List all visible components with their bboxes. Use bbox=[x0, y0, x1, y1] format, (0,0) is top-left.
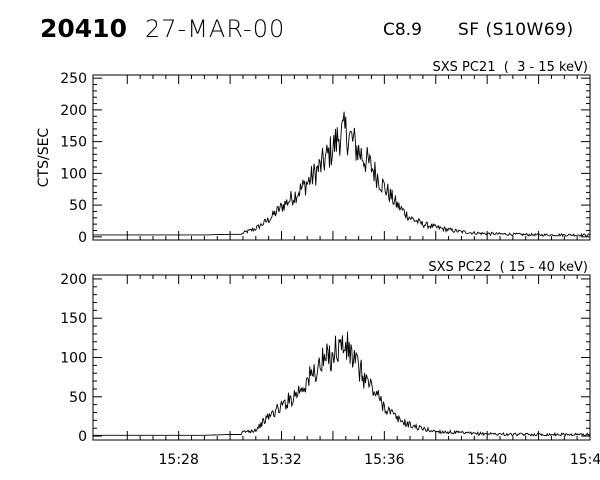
goes-class: C8.9 bbox=[383, 20, 422, 40]
panel-1-ytick-label: 200 bbox=[60, 103, 87, 119]
panel-1-ytick-label: 50 bbox=[69, 198, 87, 214]
panel-1-series-line bbox=[93, 111, 591, 238]
panel-2-frame bbox=[92, 274, 591, 441]
panel-1-frame bbox=[92, 74, 591, 241]
panel-2-series-line bbox=[93, 331, 591, 437]
panel-2-xtick-label: 15:40 bbox=[467, 452, 507, 468]
panel-1-ylabel: CTS/SEC bbox=[36, 128, 52, 188]
panel-2-ytick-label: 150 bbox=[60, 311, 87, 327]
panel-2-ytick-label: 200 bbox=[60, 272, 87, 288]
panel-2-title: SXS PC22 ( 15 - 40 keV) bbox=[428, 260, 588, 275]
event-date: 27-MAR-00 bbox=[145, 15, 286, 43]
panel-2-xtick-label: 15:44 bbox=[570, 452, 600, 468]
panel-1-ytick-label: 250 bbox=[60, 71, 87, 87]
panel-2-ytick-label: 0 bbox=[78, 429, 87, 445]
panel-2-xtick-label: 15:32 bbox=[261, 452, 301, 468]
panel-1-ytick-label: 0 bbox=[78, 230, 87, 246]
panel-2-xtick-label: 15:36 bbox=[364, 452, 404, 468]
panel-2-ytick-label: 100 bbox=[60, 351, 87, 367]
panel-1-ytick-label: 150 bbox=[60, 135, 87, 151]
panel-2-xtick-label: 15:28 bbox=[159, 452, 199, 468]
panel-2-ytick-label: 50 bbox=[69, 390, 87, 406]
panel-1-ytick-label: 100 bbox=[60, 166, 87, 182]
flare-location: SF (S10W69) bbox=[458, 20, 574, 40]
event-id: 20410 bbox=[40, 14, 127, 43]
panel-1-title: SXS PC21 ( 3 - 15 keV) bbox=[432, 60, 588, 75]
